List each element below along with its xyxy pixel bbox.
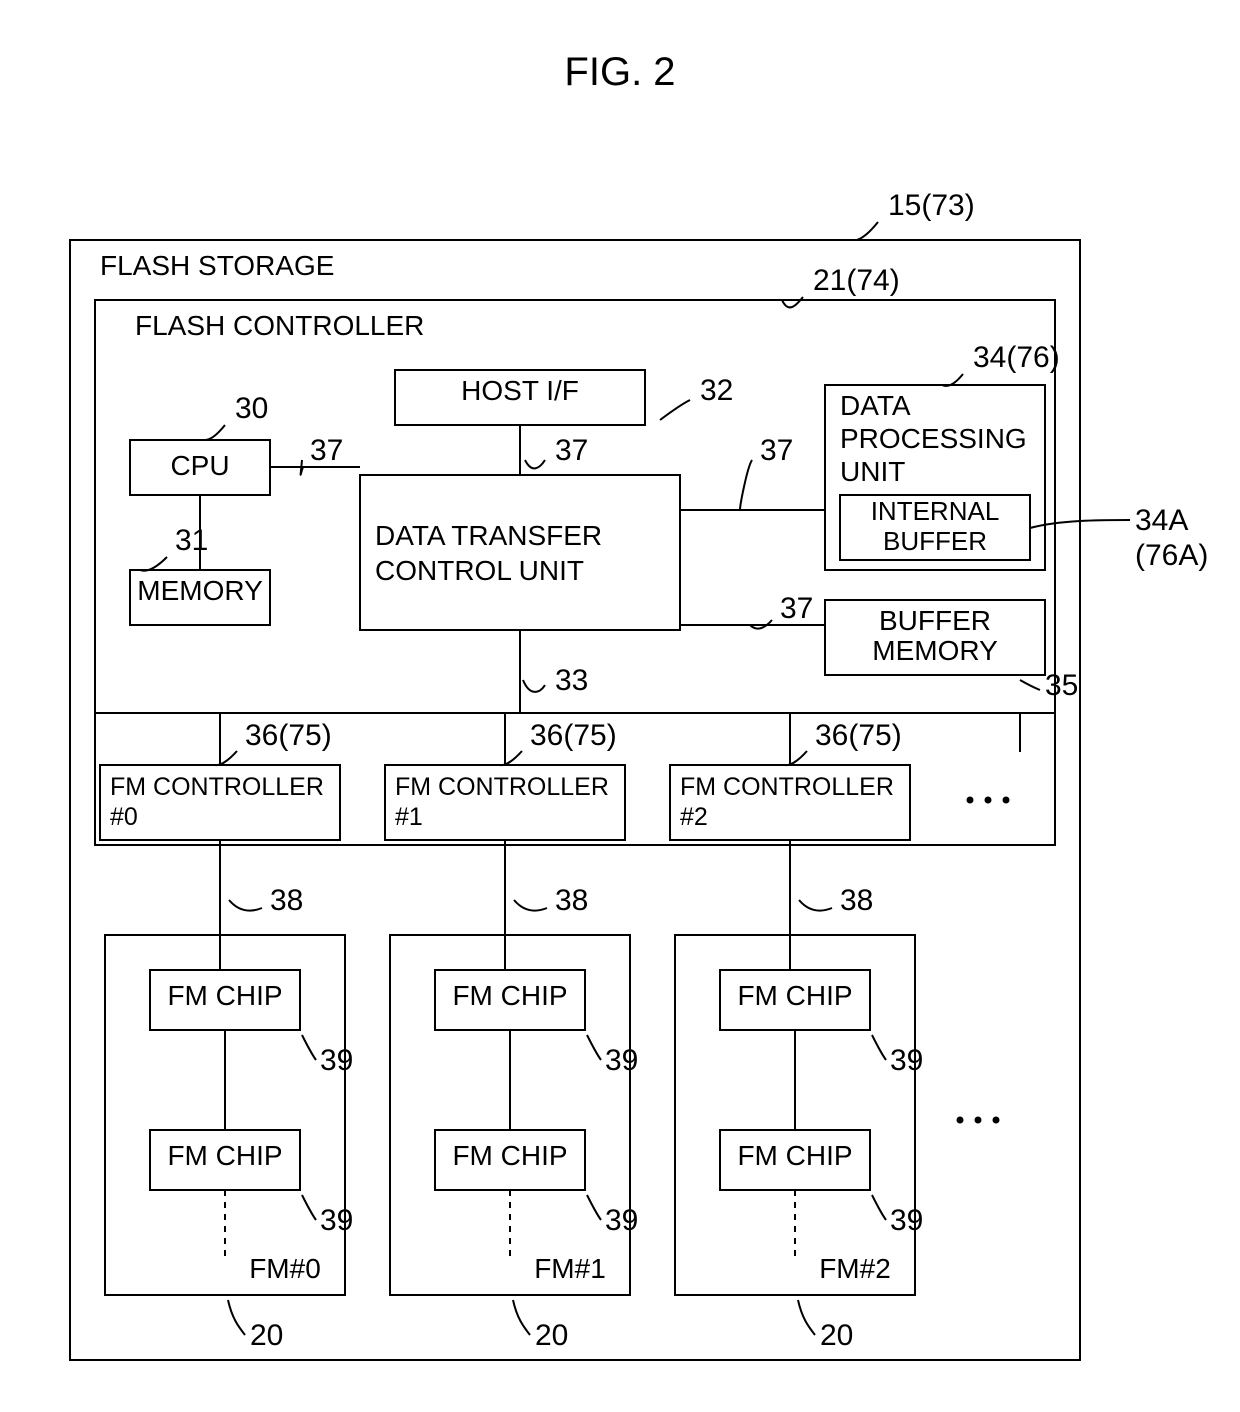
labels.chip11: FM CHIP xyxy=(452,1140,567,1171)
labels.chip10: FM CHIP xyxy=(452,980,567,1011)
ref_labels.r34a2: (76A) xyxy=(1135,539,1208,572)
labels.dpu3: UNIT xyxy=(840,456,905,487)
ref_labels.r38_1: 38 xyxy=(555,884,588,917)
labels.dpu2: PROCESSING xyxy=(840,423,1027,454)
labels.int_buf: INTERNAL xyxy=(871,496,1000,526)
labels.fm_c2b: #2 xyxy=(680,803,708,831)
labels.dpu1: DATA xyxy=(840,390,911,421)
box-data-transfer-control-unit xyxy=(360,475,680,630)
labels.host_if: HOST I/F xyxy=(461,375,579,406)
ref_labels.r20_2: 20 xyxy=(820,1319,853,1352)
labels.fmnum0: FM#0 xyxy=(249,1253,321,1284)
ref_labels.r37a: 37 xyxy=(310,434,343,467)
labels.cpu: CPU xyxy=(170,450,229,481)
labels.chip00: FM CHIP xyxy=(167,980,282,1011)
ref_labels.r38_2: 38 xyxy=(840,884,873,917)
ref_labels.r39_21: 39 xyxy=(890,1204,923,1237)
labels.dtcu2: CONTROL UNIT xyxy=(375,555,584,586)
ref_labels.r39_01: 39 xyxy=(320,1204,353,1237)
labels.bufmem2: MEMORY xyxy=(872,635,998,666)
ref_labels.r38_0: 38 xyxy=(270,884,303,917)
labels.fmnum2: FM#2 xyxy=(819,1253,891,1284)
labels.fig: FIG. 2 xyxy=(564,50,675,94)
ref_labels.r33: 33 xyxy=(555,664,588,697)
ref_labels.r36_0: 36(75) xyxy=(245,719,332,752)
labels.chip01: FM CHIP xyxy=(167,1140,282,1171)
labels.flash_storage: FLASH STORAGE xyxy=(100,250,334,281)
leader-0 xyxy=(857,222,878,240)
ref_labels.r36_1: 36(75) xyxy=(530,719,617,752)
labels.fmnum1: FM#1 xyxy=(534,1253,606,1284)
ref_labels.r20_0: 20 xyxy=(250,1319,283,1352)
ref_labels.r39_11: 39 xyxy=(605,1204,638,1237)
ref_labels.r36_2: 36(75) xyxy=(815,719,902,752)
ref_labels.r39_00: 39 xyxy=(320,1044,353,1077)
labels.fm_c0b: #0 xyxy=(110,803,138,831)
labels.dtcu1: DATA TRANSFER xyxy=(375,520,602,551)
ref_labels.r35: 35 xyxy=(1045,669,1078,702)
ref_labels.r31: 31 xyxy=(175,524,208,557)
ref_labels.r34: 34(76) xyxy=(973,341,1060,374)
ref_labels.r21: 21(74) xyxy=(813,264,900,297)
ref_labels.r39_10: 39 xyxy=(605,1044,638,1077)
ref_labels.r20_1: 20 xyxy=(535,1319,568,1352)
ref_labels.r37c: 37 xyxy=(760,434,793,467)
labels.bufmem1: BUFFER xyxy=(879,605,991,636)
ref_labels.r32: 32 xyxy=(700,374,733,407)
labels.fm_c1b: #1 xyxy=(395,803,423,831)
labels.flash_ctrl: FLASH CONTROLLER xyxy=(135,310,424,341)
labels.fm_c2a: FM CONTROLLER xyxy=(680,773,894,801)
labels.chip21: FM CHIP xyxy=(737,1140,852,1171)
labels.int_buf2: BUFFER xyxy=(883,526,987,556)
ref_labels.r34a1: 34A xyxy=(1135,504,1188,537)
labels.fm_c1a: FM CONTROLLER xyxy=(395,773,609,801)
ref_labels.r39_20: 39 xyxy=(890,1044,923,1077)
labels.chip20: FM CHIP xyxy=(737,980,852,1011)
ref_labels.r30: 30 xyxy=(235,392,268,425)
ref_labels.r15: 15(73) xyxy=(888,189,975,222)
labels.fm_c0a: FM CONTROLLER xyxy=(110,773,324,801)
ref_labels.r37b: 37 xyxy=(555,434,588,467)
ref_labels.r37d: 37 xyxy=(780,592,813,625)
labels.memory: MEMORY xyxy=(137,575,263,606)
